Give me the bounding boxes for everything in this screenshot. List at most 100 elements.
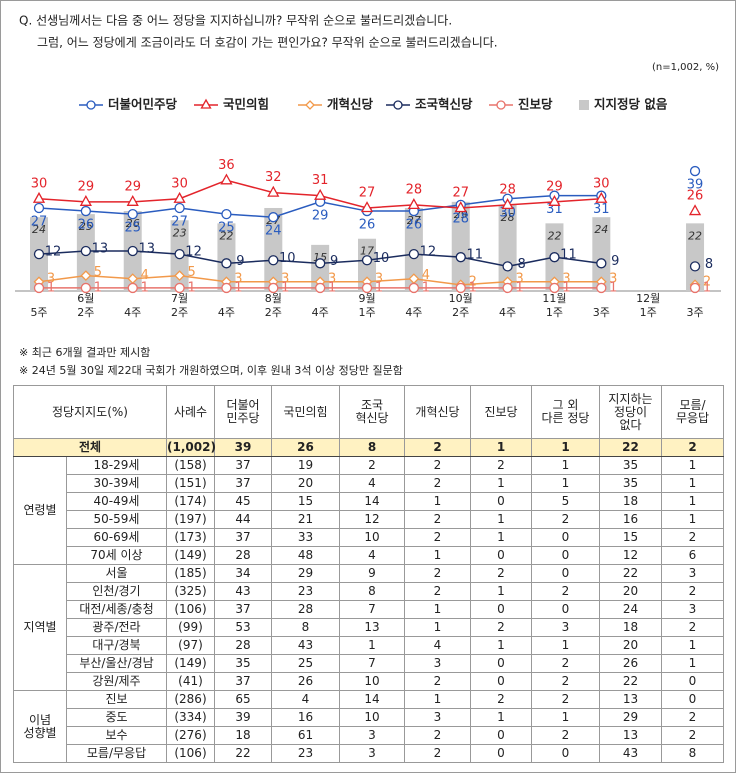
table-cell: 2 [661, 438, 724, 457]
sample-note: (n=1,002, %) [652, 62, 719, 73]
data-label: 12 [420, 245, 437, 260]
header-cell: 국민의힘 [271, 385, 340, 439]
table-cell: 23 [271, 582, 340, 601]
table-cell: 14 [339, 492, 405, 511]
bar-label: 22 [547, 229, 561, 242]
row-label: 중도 [66, 708, 167, 727]
header-cell: 정당지지도(%) [13, 385, 167, 439]
table-cell: 4 [271, 690, 340, 709]
table-cell: 0 [470, 492, 532, 511]
table-cell: 18 [599, 492, 662, 511]
table-cell: 2 [404, 510, 471, 529]
marker [595, 191, 608, 203]
table-cell: 0 [531, 546, 600, 565]
x-tick-label: 1주 [640, 306, 657, 319]
table-cell: 1 [661, 654, 724, 673]
data-label: 27 [452, 185, 469, 200]
note: ※ 최근 6개월 결과만 제시함 [19, 346, 150, 359]
marker [221, 208, 232, 220]
data-label: 24 [265, 224, 282, 239]
table-cell: (185) [166, 564, 215, 583]
data-label: 2 [469, 274, 477, 289]
data-label: 32 [265, 170, 282, 185]
data-label: 3 [609, 271, 617, 286]
table-cell: (334) [166, 708, 215, 727]
data-label: 2 [703, 274, 711, 289]
legend-label: 더불어민주당 [108, 97, 178, 112]
data-label: 1 [281, 280, 289, 295]
table-cell: 1 [661, 510, 724, 529]
table-cell: 3 [404, 708, 471, 727]
table-cell: 22 [599, 564, 662, 583]
table-cell: 34 [214, 564, 272, 583]
table-cell: (158) [166, 456, 215, 475]
table-cell: 2 [339, 456, 405, 475]
table-cell: 1 [531, 708, 600, 727]
marker [174, 248, 185, 260]
table-cell: 2 [531, 582, 600, 601]
bar-label: 22 [688, 229, 702, 242]
table-cell: (149) [166, 546, 215, 565]
data-label: 28 [452, 211, 469, 226]
table-row: 지역별 서울 (185) 34 29 9 2 2 0 22 3 [13, 564, 724, 691]
table-cell: (149) [166, 654, 215, 673]
table-cell: 2 [470, 618, 532, 637]
row-label: 40-49세 [66, 492, 167, 511]
table-cell: 1 [470, 708, 532, 727]
data-label: 31 [593, 202, 610, 217]
x-month-label: 6월 [77, 292, 94, 305]
data-label: 12 [45, 245, 62, 260]
marker [174, 282, 185, 294]
data-label: 4 [141, 268, 149, 283]
marker [200, 98, 212, 109]
data-label: 10 [279, 251, 296, 266]
header-cell: 지지하는 정당이 없다 [599, 385, 662, 439]
table-cell: 0 [661, 690, 724, 709]
marker [174, 270, 185, 282]
header-cell: 그 외 다른 정당 [531, 385, 600, 439]
marker [596, 258, 607, 269]
table-cell: 61 [271, 726, 340, 745]
table-cell: 3 [404, 654, 471, 673]
table-cell: 43 [271, 636, 340, 655]
marker [33, 202, 45, 214]
bar-label: 25 [79, 220, 93, 233]
table-cell: 21 [271, 510, 340, 529]
table-cell: 2 [470, 456, 532, 475]
table-cell: (151) [166, 474, 215, 493]
bar [498, 204, 517, 291]
table-cell: 2 [404, 528, 471, 547]
x-month-label: 9월 [358, 292, 375, 305]
x-tick-label: 4주 [499, 306, 516, 319]
data-label: 39 [687, 178, 704, 193]
table-cell: 37 [214, 672, 272, 691]
table-row: 강원/제주 (41) 37 26 10 2 0 2 22 0 [14, 672, 724, 691]
x-tick-label: 3주 [686, 306, 703, 319]
data-label: 1 [234, 280, 242, 295]
marker [173, 191, 186, 203]
table-cell: 1 [470, 510, 532, 529]
table-row: 인천/경기 (325) 43 23 8 2 1 2 20 2 [14, 582, 724, 601]
table-cell: 2 [404, 474, 471, 493]
table-cell: (41) [166, 672, 215, 691]
row-label: 전체 [13, 438, 167, 457]
table-cell: 39 [214, 708, 272, 727]
marker [127, 282, 138, 294]
data-label: 11 [466, 248, 483, 263]
table-cell: (1,002) [166, 438, 216, 457]
data-label: 29 [312, 208, 329, 223]
row-label: 부산/울산/경남 [66, 654, 167, 673]
marker [268, 282, 279, 294]
table-cell: 4 [339, 546, 405, 565]
table-cell: 1 [470, 636, 532, 655]
table-cell: 44 [214, 510, 272, 529]
chart: Q. 선생님께서는 다음 중 어느 정당을 지지하십니까? 무작위 순으로 불러… [15, 14, 721, 377]
note: ※ 24년 5월 30일 제22대 국회가 개원하였으며, 이후 원내 3석 이… [19, 363, 403, 377]
table-cell: 1 [404, 492, 471, 511]
bar [264, 207, 283, 291]
data-label: 3 [47, 271, 55, 286]
table-cell: 0 [470, 672, 532, 691]
row-label: 강원/제주 [66, 672, 167, 691]
data-label: 1 [94, 280, 102, 295]
table-cell: 15 [271, 492, 340, 511]
